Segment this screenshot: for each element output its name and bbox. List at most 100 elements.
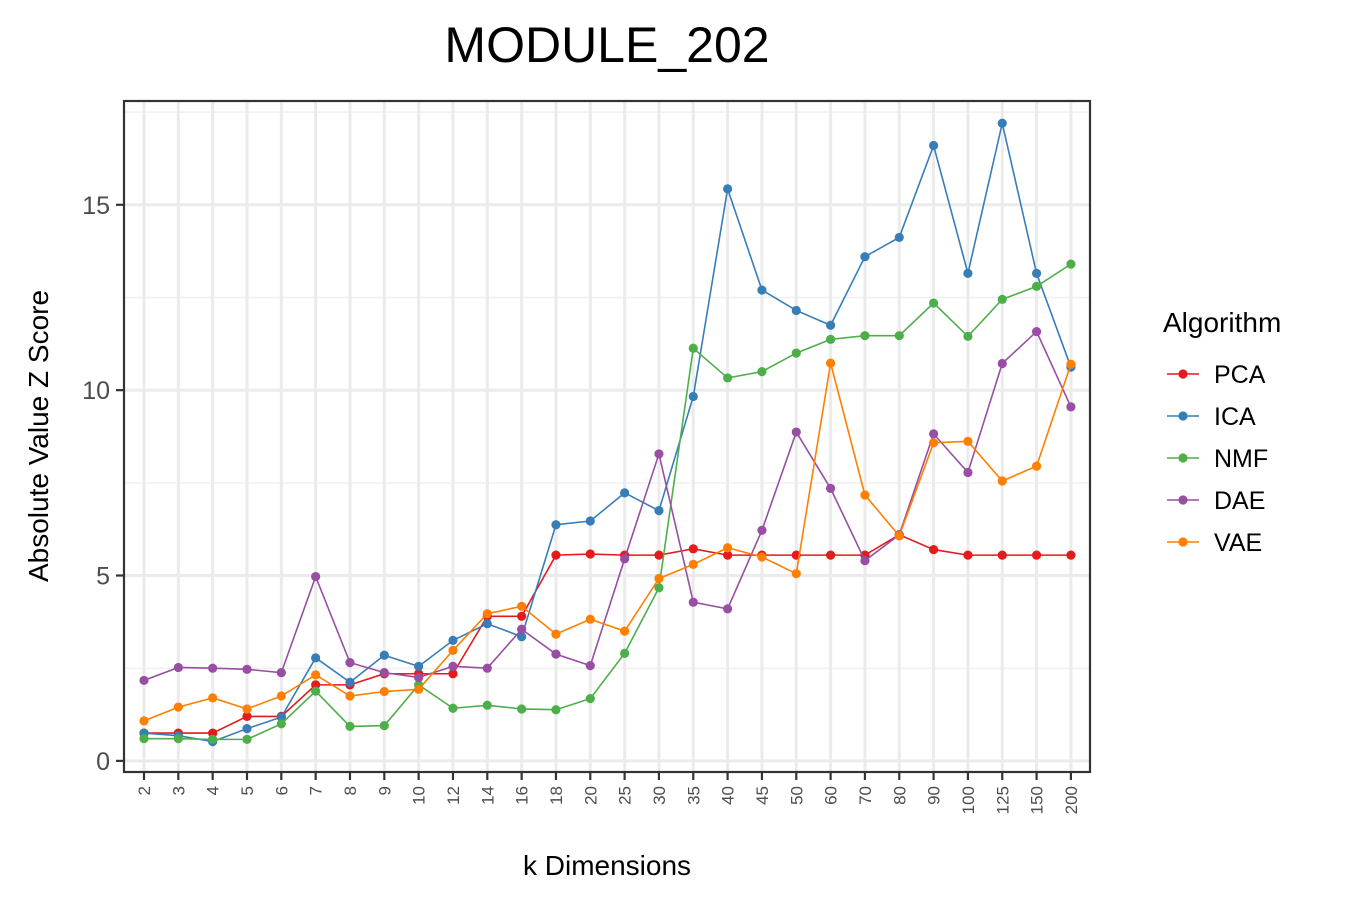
data-point-ica	[620, 488, 630, 498]
data-point-dae	[928, 429, 939, 439]
data-point-vae	[1031, 461, 1042, 471]
data-point-dae	[345, 658, 355, 668]
x-tick-label: 2	[135, 786, 154, 795]
data-point-ica	[791, 305, 801, 316]
data-point-ica	[276, 712, 286, 722]
data-point-ica	[414, 661, 424, 671]
data-point-pca	[1066, 550, 1076, 560]
data-point-dae	[414, 672, 424, 683]
data-point-ica	[242, 724, 252, 734]
data-point-dae	[688, 597, 698, 607]
data-point-vae	[1066, 359, 1076, 369]
data-point-ica	[311, 653, 321, 663]
legend-key-point	[1178, 453, 1188, 463]
data-point-dae	[379, 668, 389, 678]
data-point-pca	[688, 544, 698, 554]
x-tick-label: 40	[719, 786, 738, 805]
data-point-vae	[551, 629, 561, 639]
data-point-ica	[654, 506, 664, 516]
legend-item-ica: ICA	[1167, 403, 1256, 431]
series-dae	[139, 326, 1076, 686]
legend-items: PCA ICA NMF DAE VAE	[1167, 361, 1268, 557]
x-tick-label: 12	[444, 786, 463, 805]
data-point-nmf	[826, 334, 836, 344]
data-point-pca	[585, 549, 595, 559]
y-tick-label: 0	[96, 748, 110, 776]
data-point-ica	[826, 320, 836, 330]
data-point-nmf	[482, 700, 492, 710]
y-tick-label: 10	[82, 377, 110, 405]
data-point-dae	[791, 427, 801, 437]
x-axis-title: k Dimensions	[523, 850, 691, 881]
data-point-ica	[448, 635, 458, 645]
data-point-ica	[723, 184, 733, 194]
series-vae	[139, 358, 1076, 726]
y-tick-label: 15	[82, 192, 110, 220]
data-point-dae	[517, 624, 527, 634]
x-tick-label: 4	[204, 786, 223, 795]
data-point-vae	[379, 686, 389, 697]
x-tick-label: 50	[787, 786, 806, 805]
y-axis-title: Absolute Value Z Score	[23, 290, 54, 582]
data-point-vae	[860, 490, 870, 500]
legend-key-point	[1178, 495, 1188, 505]
data-point-nmf	[379, 721, 389, 731]
data-point-vae	[826, 358, 836, 368]
data-point-nmf	[654, 583, 664, 593]
data-point-nmf	[1066, 259, 1076, 269]
x-tick-label: 9	[375, 786, 394, 795]
legend-label: VAE	[1214, 529, 1262, 557]
data-point-vae	[791, 569, 801, 579]
data-point-pca	[997, 550, 1007, 560]
series-line-nmf	[144, 263, 1072, 741]
data-point-dae	[242, 664, 252, 674]
x-tick-label: 125	[993, 786, 1012, 814]
legend-label: DAE	[1214, 487, 1265, 515]
data-point-nmf	[963, 331, 973, 342]
data-point-vae	[620, 626, 630, 636]
data-point-dae	[1066, 402, 1076, 412]
x-tick-label: 30	[650, 786, 669, 805]
data-point-pca	[448, 669, 458, 679]
data-point-ica	[585, 516, 595, 526]
data-point-nmf	[517, 704, 527, 714]
x-tick-label: 7	[307, 786, 326, 795]
data-point-vae	[654, 573, 664, 584]
data-point-nmf	[928, 298, 939, 308]
data-point-ica	[757, 285, 767, 295]
series-ica	[139, 118, 1076, 747]
data-point-dae	[860, 556, 870, 566]
data-point-dae	[620, 554, 630, 564]
data-point-vae	[894, 531, 904, 541]
data-point-ica	[928, 140, 939, 151]
x-tick-label: 200	[1062, 786, 1081, 814]
legend-label: ICA	[1214, 403, 1256, 431]
legend-item-pca: PCA	[1167, 361, 1266, 389]
x-tick-label: 18	[547, 786, 566, 805]
data-point-pca	[242, 711, 252, 721]
data-point-dae	[826, 483, 836, 494]
data-point-nmf	[997, 294, 1007, 304]
data-point-dae	[208, 663, 218, 673]
data-point-vae	[723, 543, 733, 553]
data-point-ica	[963, 268, 973, 278]
data-point-nmf	[208, 734, 218, 744]
data-point-vae	[414, 684, 424, 694]
x-tick-label: 20	[581, 786, 600, 805]
data-point-dae	[482, 663, 492, 673]
chart-title: MODULE_202	[444, 17, 769, 73]
legend: Algorithm PCA ICA NMF DAE VAE	[1163, 307, 1281, 557]
data-point-vae	[585, 614, 595, 624]
x-tick-label: 35	[684, 786, 703, 805]
data-point-nmf	[242, 734, 252, 744]
data-point-dae	[311, 572, 321, 582]
data-point-dae	[276, 668, 286, 678]
data-point-vae	[997, 476, 1007, 486]
x-tick-label: 14	[478, 786, 497, 805]
data-point-pca	[963, 550, 973, 560]
data-point-pca	[1031, 550, 1042, 560]
series-line-pca	[144, 533, 1071, 734]
data-point-dae	[757, 525, 767, 535]
